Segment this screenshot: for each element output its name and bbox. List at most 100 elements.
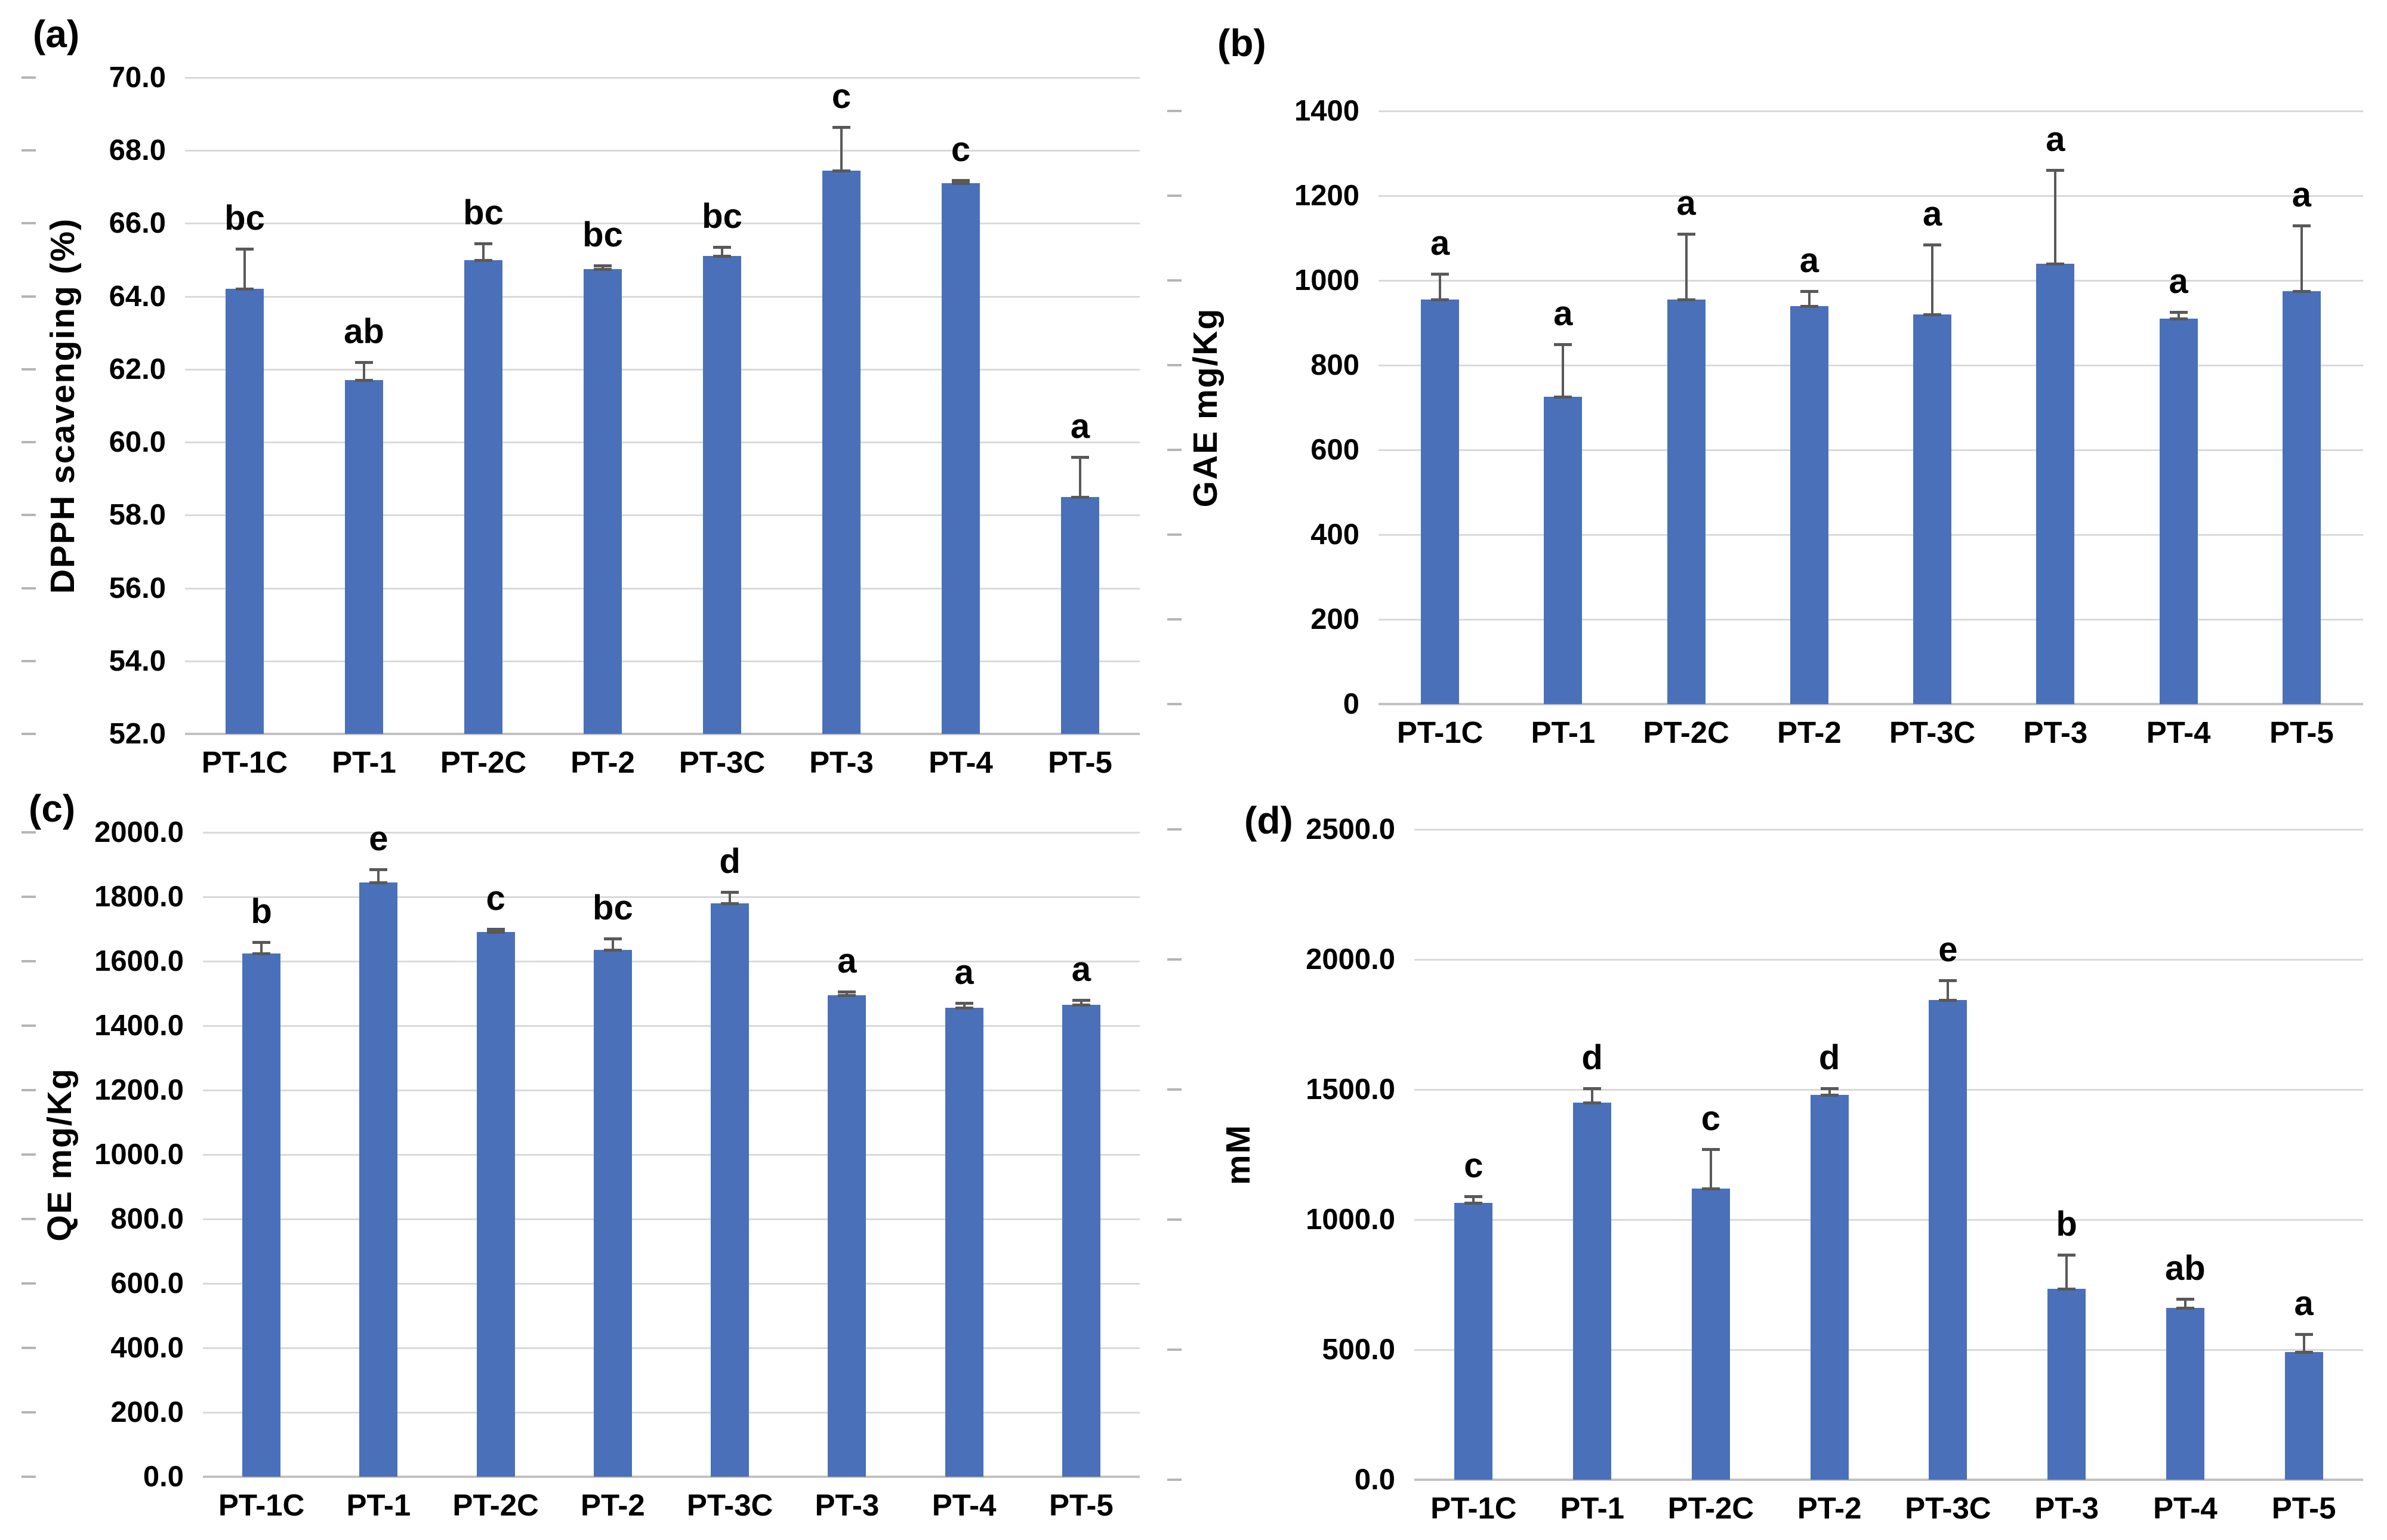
significance-letter: a (1799, 240, 1819, 280)
error-bar-cap-top (252, 940, 271, 944)
bar-a-PT-2 (584, 269, 622, 734)
y-tick-label: 200.0 (110, 1396, 184, 1428)
error-bar-cap-top (1923, 243, 1942, 246)
y-tick-label: 0 (1343, 688, 1359, 720)
error-bar-cap-top (952, 179, 970, 183)
significance-letter: ab (344, 311, 384, 351)
panel-label-a: (a) (33, 13, 80, 55)
y-tick-mark (21, 896, 36, 898)
gridline (203, 896, 1140, 898)
x-category-label: PT-2C (1643, 715, 1729, 749)
bar-b-PT-3 (2036, 263, 2075, 704)
y-tick-label: 58.0 (109, 499, 166, 532)
error-bar-cap-top (2058, 1253, 2076, 1257)
y-tick-label: 500.0 (1322, 1334, 1395, 1366)
y-tick-label: 2000.0 (94, 816, 184, 848)
error-bar-cap-bottom (2295, 1351, 2313, 1354)
bar-a-PT-3 (822, 170, 861, 734)
bar-a-PT-1 (345, 380, 383, 734)
gridline (1378, 365, 2363, 366)
error-bar-cap-bottom (369, 881, 388, 884)
significance-letter: c (486, 879, 505, 918)
error-bar-cap-bottom (1464, 1201, 1483, 1205)
y-tick-mark (21, 1347, 36, 1349)
gridline (203, 832, 1140, 834)
y-tick-mark (21, 1476, 36, 1478)
x-category-label: PT-3 (2023, 715, 2088, 749)
y-axis-title-a: DPPH scavenging (%) (44, 217, 82, 594)
y-tick-label: 2000.0 (1306, 943, 1395, 976)
y-tick-label: 1500.0 (1306, 1073, 1395, 1106)
bar-d-PT-1 (1573, 1102, 1612, 1480)
error-bar-cap-bottom (252, 952, 271, 955)
significance-letter: a (1071, 949, 1091, 989)
significance-letter: a (2292, 175, 2312, 214)
gridline (203, 1412, 1140, 1414)
error-bar-cap-bottom (838, 993, 856, 997)
bar-b-PT-3C (1913, 314, 1952, 704)
x-category-label: PT-3C (679, 745, 766, 779)
x-axis-baseline (185, 733, 1140, 735)
error-bar-whisker (1439, 274, 1442, 300)
bar-a-PT-4 (942, 183, 980, 734)
y-tick-label: 1000 (1294, 264, 1359, 297)
significance-letter: ab (2165, 1248, 2206, 1288)
y-tick-mark (1167, 1348, 1182, 1351)
error-bar-cap-bottom (2058, 1287, 2076, 1291)
y-tick-label: 68.0 (109, 134, 166, 167)
x-category-label: PT-5 (1049, 1488, 1114, 1522)
error-bar-cap-top (474, 242, 492, 246)
significance-letter: c (1464, 1146, 1484, 1185)
x-category-label: PT-1C (201, 745, 288, 779)
error-bar-cap-bottom (1677, 298, 1695, 301)
x-category-label: PT-5 (1048, 745, 1112, 779)
error-bar-cap-bottom (721, 902, 739, 905)
error-bar-cap-top (1939, 979, 1957, 982)
error-bar-cap-bottom (594, 267, 612, 271)
y-tick-mark (1167, 958, 1182, 961)
error-bar-whisker (1828, 1088, 1831, 1095)
gridline (203, 1218, 1140, 1220)
bar-c-PT-1 (359, 882, 398, 1477)
error-bar-whisker (2302, 1334, 2305, 1353)
y-tick-mark (21, 514, 36, 517)
error-bar-cap-bottom (486, 931, 505, 934)
error-bar-cap-bottom (1431, 298, 1450, 301)
y-tick-label: 64.0 (109, 280, 166, 313)
error-bar-whisker (482, 243, 485, 260)
error-bar-whisker (2054, 170, 2057, 264)
gridline (185, 150, 1140, 152)
x-category-label: PT-1 (332, 745, 396, 779)
error-bar-cap-top (1820, 1087, 1839, 1090)
error-bar-whisker (840, 126, 843, 171)
error-bar-cap-top (1583, 1087, 1602, 1090)
x-category-label: PT-4 (2146, 715, 2211, 749)
x-category-label: PT-5 (2271, 1491, 2336, 1525)
gridline (203, 1347, 1140, 1349)
y-tick-mark (21, 1153, 36, 1156)
significance-letter: a (2046, 120, 2065, 159)
gridline (185, 223, 1140, 225)
y-tick-mark (1167, 1218, 1182, 1221)
x-category-label: PT-2 (570, 745, 635, 779)
error-bar-cap-bottom (2046, 262, 2065, 266)
error-bar-cap-bottom (355, 379, 373, 382)
error-bar-cap-top (721, 890, 739, 894)
y-tick-label: 0.0 (1354, 1464, 1395, 1496)
y-tick-label: 60.0 (109, 426, 166, 459)
y-tick-mark (21, 368, 36, 371)
error-bar-whisker (611, 939, 614, 950)
error-bar-cap-bottom (474, 258, 492, 262)
error-bar-cap-bottom (2169, 317, 2188, 320)
gridline (1378, 280, 2363, 282)
error-bar-cap-bottom (603, 949, 622, 952)
y-tick-mark (21, 659, 36, 662)
error-bar-cap-bottom (2176, 1307, 2194, 1310)
y-tick-mark (21, 149, 36, 152)
gridline (203, 1154, 1140, 1156)
gridline (185, 442, 1140, 444)
error-bar-cap-bottom (1800, 304, 1818, 308)
x-category-label: PT-1 (1560, 1491, 1624, 1525)
bar-c-PT-2C (476, 932, 515, 1477)
significance-letter: a (1430, 224, 1450, 263)
